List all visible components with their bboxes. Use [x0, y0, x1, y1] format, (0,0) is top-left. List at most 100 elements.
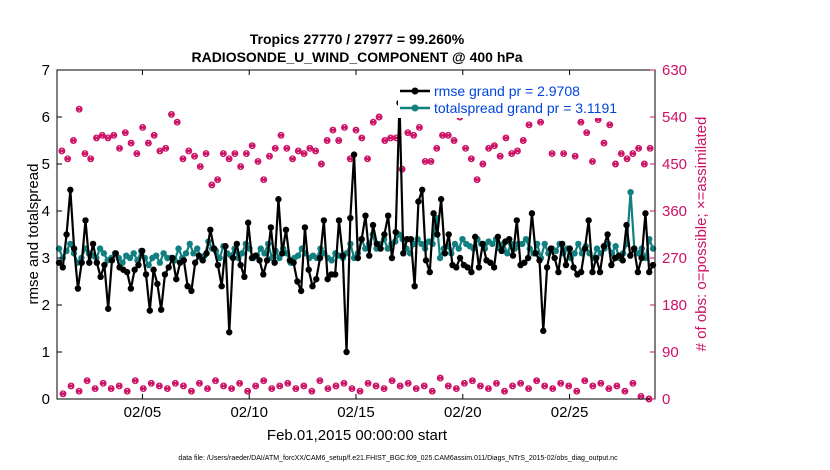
obs-count-bottom-assimilated: [340, 380, 347, 387]
totalspread-point: [216, 254, 223, 262]
rmse-point: [203, 250, 210, 257]
rmse-point: [86, 259, 93, 266]
obs-count-bottom-assimilated: [533, 378, 540, 384]
rmse-point: [104, 305, 112, 312]
y-axis-right-ticks: 0 90 180 270 360 450 540 630: [650, 62, 687, 408]
rmse-point: [222, 243, 229, 250]
rmse-point: [89, 240, 97, 248]
rmse-point: [241, 273, 248, 280]
rmse-point: [524, 254, 532, 262]
rmse-point: [377, 245, 384, 252]
rmse-point: [309, 283, 316, 290]
obs-count-top-assimilated: [318, 161, 325, 167]
rmse-point: [437, 196, 445, 203]
rmse-point: [74, 285, 82, 292]
rmse-point: [570, 264, 577, 271]
rmse-point: [551, 254, 558, 262]
obs-count-bottom-assimilated: [501, 388, 508, 394]
rmse-point: [615, 252, 623, 259]
rmse-point: [642, 210, 649, 217]
rmse-point: [173, 275, 180, 283]
rmse-point: [411, 283, 418, 290]
rmse-point: [237, 261, 244, 269]
rmse-point: [506, 236, 513, 243]
obs-count-top-assimilated: [87, 156, 94, 162]
totalspread-point: [145, 261, 152, 269]
obs-count-bottom-assimilated: [188, 388, 195, 394]
obs-count-top-assimilated: [416, 124, 423, 131]
y-axis-left-label: rmse and totalspread: [25, 164, 42, 305]
rmse-point: [589, 268, 596, 276]
obs-count-bottom-assimilated: [324, 385, 331, 392]
rmse-point: [135, 261, 142, 269]
obs-count-bottom-assimilated: [108, 385, 115, 392]
y-axis-right-label: # of obs: o=possible; ×=assimilated: [693, 117, 710, 352]
obs-count-top-assimilated: [168, 111, 175, 118]
obs-count-bottom-assimilated: [316, 378, 323, 384]
rmse-point: [93, 259, 101, 266]
rmse-point: [384, 212, 392, 219]
rmse-point: [301, 224, 309, 231]
rmse-point: [540, 327, 547, 335]
obs-count-top-assimilated: [208, 182, 215, 188]
rmse-point: [547, 245, 555, 252]
obs-count-bottom-assimilated: [477, 383, 484, 389]
rmse-point: [441, 250, 449, 257]
obs-count-top-assimilated: [266, 153, 273, 159]
rmse-point: [577, 268, 585, 276]
rmse-point: [392, 228, 399, 236]
rmse-point: [630, 245, 638, 252]
obs-count-top-assimilated: [502, 135, 509, 141]
obs-count-bottom-assimilated: [421, 383, 428, 389]
totalspread-point: [194, 245, 201, 252]
totalspread-point: [257, 245, 264, 252]
rmse-point: [634, 268, 642, 276]
totalspread-point: [130, 250, 137, 257]
obs-count-top-assimilated: [312, 148, 319, 154]
obs-count-bottom-assimilated: [276, 383, 283, 389]
totalspread-point: [459, 236, 466, 243]
rmse-point: [169, 254, 176, 262]
rmse-point: [608, 261, 615, 269]
rmse-point: [400, 250, 407, 257]
rmse-point: [490, 264, 498, 271]
x-axis-ticks: 02/05 02/10 02/15 02/20 02/25: [124, 70, 588, 421]
y-left-tick-label: 4: [42, 203, 50, 220]
y-right-tick-label: 540: [662, 109, 687, 126]
rmse-point: [297, 287, 305, 295]
obs-count-top-assimilated: [462, 145, 469, 152]
rmse-point: [638, 254, 645, 262]
obs-count-top-assimilated: [376, 114, 383, 120]
totalspread-point: [126, 254, 134, 262]
totalspread-point: [190, 250, 197, 257]
rmse-point: [316, 254, 324, 262]
obs-count-top-assimilated: [162, 145, 169, 152]
obs-count-bottom-assimilated: [637, 393, 644, 400]
obs-count-bottom-assimilated: [124, 388, 131, 394]
totalspread-point: [451, 240, 459, 248]
obs-count-top-assimilated: [353, 127, 359, 133]
totalspread-point: [384, 245, 391, 252]
obs-count-top-assimilated: [358, 135, 365, 141]
totalspread-point: [571, 250, 578, 257]
obs-count-top-assimilated: [451, 137, 458, 144]
totalspread-point: [96, 245, 104, 252]
obs-count-top-assimilated: [387, 135, 394, 141]
x-tick-label: 02/15: [337, 404, 375, 421]
rmse-point: [313, 275, 320, 283]
obs-count-bottom-assimilated: [332, 383, 339, 389]
obs-count-bottom-assimilated: [597, 380, 604, 387]
obs-count-top-assimilated: [474, 176, 481, 183]
rmse-point: [320, 217, 328, 224]
obs-count-bottom-assimilated: [60, 391, 67, 397]
rmse-point: [282, 226, 290, 233]
totalspread-point: [522, 236, 530, 243]
totalspread-point: [552, 247, 560, 255]
obs-count-top-assimilated: [133, 150, 140, 157]
obs-count-bottom-assimilated: [300, 383, 307, 389]
obs-count-bottom-assimilated: [429, 388, 436, 394]
obs-count-top-assimilated: [404, 129, 411, 136]
rmse-point: [366, 252, 373, 259]
obs-count-bottom-assimilated: [308, 388, 315, 394]
totalspread-point: [328, 257, 335, 264]
